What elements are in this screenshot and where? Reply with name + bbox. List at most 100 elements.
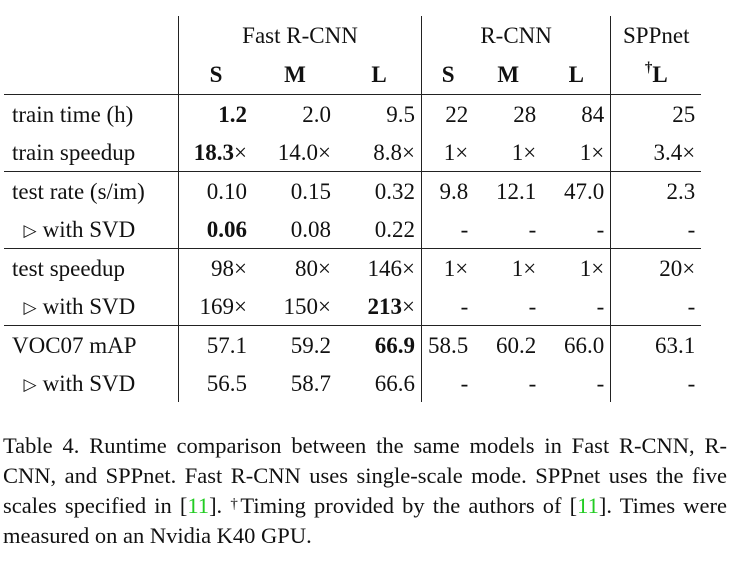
row-label-text: with SVD (42, 216, 136, 242)
table-cell: 14.0× (277, 139, 331, 165)
table-cell: 58.7 (290, 370, 331, 396)
sub-row-triangle-icon: ▷ (23, 297, 37, 318)
table-cell: 8.8× (373, 139, 415, 165)
table-cell: - (596, 216, 605, 242)
table-cell: - (596, 293, 605, 319)
caption-text: ]. Times were measured on an Nvidia K40 … (3, 493, 728, 548)
table-cell: 25 (610, 94, 702, 133)
sub-row-triangle-icon: ▷ (23, 374, 37, 395)
table-cell: 1× (579, 139, 605, 165)
row-label: ▷ with SVD (4, 210, 179, 249)
col-header: †L (610, 54, 702, 95)
table-cell: - (610, 210, 702, 249)
table-row: train time (h) 1.2 2.0 9.5 22 28 84 25 (4, 94, 702, 133)
table-cell: 18.3× (178, 133, 253, 172)
col-header: S (178, 54, 253, 95)
citation-link[interactable]: 11 (577, 493, 599, 518)
table-cell: 1× (421, 248, 475, 287)
table-cell: 1.2 (178, 94, 253, 133)
table-cell: 1× (542, 248, 611, 287)
table-cell: - (610, 287, 702, 326)
bold-value: 18.3 (193, 139, 235, 165)
table-cell: - (610, 364, 702, 402)
table-cell: 150× (283, 293, 331, 319)
table-cell: 3.4× (610, 133, 702, 172)
table-cell: 1× (474, 248, 543, 287)
times-symbol: × (234, 139, 247, 165)
table-cell: 63.1 (610, 325, 702, 364)
col-header: L (371, 61, 387, 87)
table-cell: 1× (421, 133, 475, 172)
table-cell: 0.10 (178, 171, 253, 210)
table-cell: - (528, 216, 537, 242)
table-cell: 60.2 (474, 325, 543, 364)
row-label: VOC07 mAP (4, 325, 179, 364)
row-label-text: with SVD (42, 293, 136, 319)
table-row: train speedup 18.3× 14.0× 8.8× 1× 1× 1× 3.4× (4, 133, 702, 172)
row-label: ▷ with SVD (4, 364, 179, 402)
table-row: ▷ with SVD 0.06 0.08 0.22- - - - (4, 210, 702, 249)
table-cell: 213× (337, 287, 422, 326)
table-cell: 28 (474, 94, 543, 133)
table-cell: 1× (511, 139, 537, 165)
sub-row-triangle-icon: ▷ (23, 220, 37, 241)
table-cell: - (528, 370, 537, 396)
table-cell: 22 (421, 94, 475, 133)
table-cell: 57.1 (178, 325, 253, 364)
table-cell: 47.0 (542, 171, 611, 210)
group-header-row: Fast R-CNN R-CNN SPPnet (4, 16, 702, 54)
bold-value: 213 (367, 293, 403, 319)
table-cell: 0.15 (253, 171, 337, 210)
table-cell: 80× (253, 248, 337, 287)
table-cell: 66.0 (542, 325, 611, 364)
caption-text: Timing provided by the authors of [ (240, 493, 578, 518)
table-cell: 66.9 (337, 325, 422, 364)
table-row: ▷ with SVD 169× 150× 213× - - - - (4, 287, 702, 326)
caption-text: Table 4. Runtime comparison between the … (3, 433, 727, 518)
caption-text: ]. (209, 493, 231, 518)
group-header-sppnet: SPPnet (610, 16, 702, 54)
table-cell: 9.5 (337, 94, 422, 133)
row-label: test rate (s/im) (4, 171, 179, 210)
table-cell: 56.5 (178, 364, 253, 402)
dagger-symbol: † (230, 496, 241, 512)
row-label: train speedup (12, 139, 136, 165)
table-cell: 2.3 (610, 171, 702, 210)
table-row: test rate (s/im) 0.10 0.15 0.32 9.8 12.1 47.0 2… (4, 171, 702, 210)
table-cell: 98× (178, 248, 253, 287)
table-caption: Table 4. Runtime comparison between the … (3, 431, 727, 551)
table-cell: 12.1 (474, 171, 543, 210)
table-cell: 2.0 (253, 94, 337, 133)
col-header: S (421, 54, 475, 95)
table-cell: 169× (178, 287, 253, 326)
table-cell: - (421, 210, 475, 249)
row-label: ▷ with SVD (4, 287, 179, 326)
table-cell: 0.22 (374, 216, 415, 242)
table-cell: 0.06 (178, 210, 253, 249)
table-cell: 0.32 (337, 171, 422, 210)
table-cell: 0.08 (290, 216, 331, 242)
row-label: test speedup (4, 248, 179, 287)
table-cell: - (528, 293, 537, 319)
col-header-text: L (652, 61, 668, 87)
group-header-fast-rcnn: Fast R-CNN (178, 16, 422, 54)
table-cell: 84 (542, 94, 611, 133)
table-row: ▷ with SVD 56.5 58.7 66.6- - - - (4, 364, 702, 402)
table-cell: 66.6 (374, 370, 415, 396)
col-header: M (497, 61, 520, 87)
table-cell: - (421, 364, 475, 402)
group-header-rcnn: R-CNN (420, 16, 611, 54)
corner-cell (4, 16, 179, 54)
table-cell: 59.2 (253, 325, 337, 364)
col-header: L (568, 61, 584, 87)
runtime-table-container: Fast R-CNN R-CNN SPPnet S M L S M L †L t… (4, 16, 724, 402)
table-cell: 9.8 (421, 171, 475, 210)
citation-link[interactable]: 11 (187, 493, 210, 518)
column-header-row: S M L S M L †L (4, 54, 702, 95)
dagger-symbol: † (644, 59, 653, 76)
table-cell: - (596, 370, 605, 396)
table-cell: 58.5 (421, 325, 475, 364)
times-symbol: × (402, 293, 415, 319)
table-row: test speedup 98× 80× 146× 1× 1× 1× 20× (4, 248, 702, 287)
runtime-comparison-table: Fast R-CNN R-CNN SPPnet S M L S M L †L t… (4, 16, 702, 402)
